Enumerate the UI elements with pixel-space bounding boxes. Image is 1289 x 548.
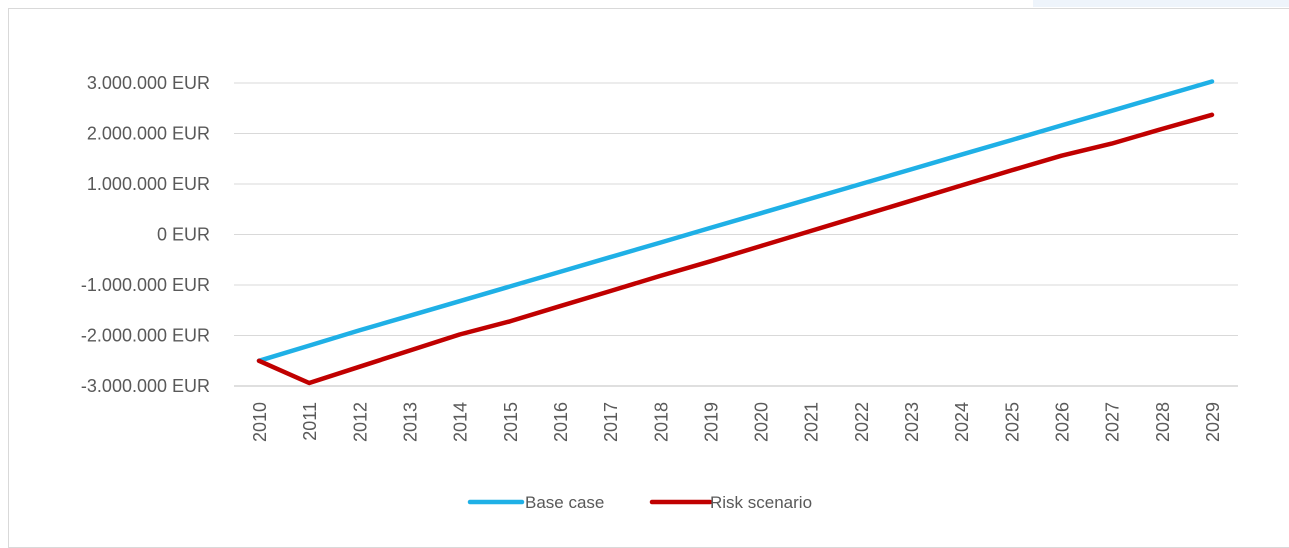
x-tick-label: 2024	[952, 402, 972, 442]
x-tick-label: 2010	[250, 402, 270, 442]
x-tick-label: 2017	[601, 402, 621, 442]
x-tick-label: 2019	[701, 402, 721, 442]
x-axis-ticks: 2010 2011 2012 2013 2014 2015 2016 2017 2018 2019…	[250, 402, 1223, 442]
legend: Base case Risk scenario	[467, 493, 812, 512]
x-tick-label: 2012	[350, 402, 370, 442]
x-tick-label: 2025	[1002, 402, 1022, 442]
x-tick-label: 2014	[451, 402, 471, 442]
x-tick-label: 2020	[752, 402, 772, 442]
series-line-risk-scenario	[256, 112, 1215, 386]
x-tick-label: 2018	[651, 402, 671, 442]
x-tick-label: 2029	[1203, 402, 1223, 442]
x-tick-label: 2022	[852, 402, 872, 442]
y-tick-label: 1.000.000 EUR	[87, 174, 210, 194]
y-tick-label: 0 EUR	[157, 225, 210, 245]
y-tick-label: -2.000.000 EUR	[81, 326, 210, 346]
x-tick-label: 2027	[1103, 402, 1123, 442]
y-tick-label: -3.000.000 EUR	[81, 376, 210, 396]
x-tick-label: 2015	[501, 402, 521, 442]
x-tick-label: 2023	[902, 402, 922, 442]
x-tick-label: 2011	[300, 402, 320, 441]
legend-label: Base case	[525, 493, 604, 512]
y-tick-label: 2.000.000 EUR	[87, 124, 210, 144]
gridlines	[234, 82, 1238, 387]
corner-tab	[1033, 0, 1289, 7]
y-tick-label: 3.000.000 EUR	[87, 73, 210, 93]
x-tick-label: 2026	[1053, 402, 1073, 442]
series-lines	[256, 79, 1215, 386]
x-tick-label: 2028	[1153, 402, 1173, 442]
x-tick-label: 2016	[551, 402, 571, 442]
y-axis-ticks: 3.000.000 EUR 2.000.000 EUR 1.000.000 EUR 0…	[81, 73, 210, 396]
series-line-base-case	[256, 79, 1215, 364]
y-tick-label: -1.000.000 EUR	[81, 275, 210, 295]
x-tick-label: 2021	[802, 402, 822, 442]
legend-label: Risk scenario	[710, 493, 812, 512]
x-tick-label: 2013	[400, 402, 420, 442]
line-chart: 3.000.000 EUR 2.000.000 EUR 1.000.000 EUR 0…	[81, 73, 1238, 512]
